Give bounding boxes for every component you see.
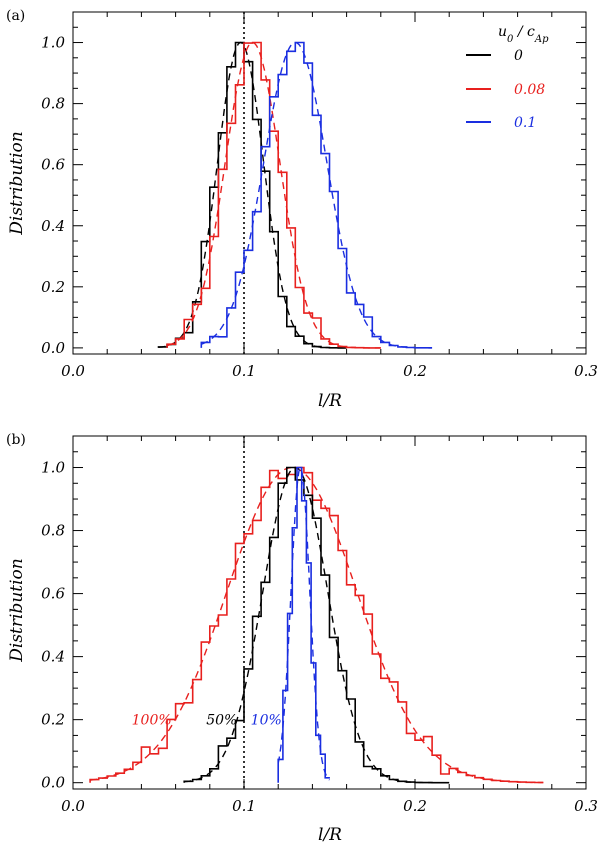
x-tick-label: 0.2 — [403, 362, 427, 380]
legend-label-2: 0.1 — [514, 115, 536, 131]
annotation-label: 10% — [251, 713, 282, 729]
panel-b-y-axis-title: Distribution — [7, 558, 27, 662]
panel-a-y-axis-title: Distribution — [7, 131, 27, 235]
panel-a-ticks: 0.0 0.1 0.2 0.3 0.0 0.2 0.4 0.6 0.8 1.0 — [41, 12, 598, 380]
panel-a-frame — [72, 11, 587, 355]
gaussian-fit-100% — [90, 466, 544, 784]
panel-b-frame — [72, 435, 587, 790]
panel-b-x-axis-title: l/R — [318, 825, 342, 845]
legend: u0 / cAp 0 0.08 0.1 — [466, 24, 549, 131]
histogram-10% — [277, 466, 330, 783]
y-tick-label: 0.8 — [41, 95, 65, 113]
gaussian-fit-0 — [158, 41, 347, 349]
panel-a: (a) 0.0 0.1 0.2 0.3 0.0 0.2 0.4 0.6 0.8 1.0 Distr… — [6, 8, 598, 411]
x-tick-label: 0.3 — [574, 797, 598, 815]
panel-a-label: (a) — [6, 8, 25, 24]
y-tick-label: 0.4 — [41, 217, 65, 235]
y-tick-label: 0.8 — [41, 522, 65, 540]
annotation-label: 100% — [132, 713, 172, 729]
panel-b-ticks: 0.0 0.1 0.2 0.3 0.0 0.2 0.4 0.6 0.8 1.0 — [41, 436, 598, 815]
panel-b-annotations: 100% 50% 10% — [132, 713, 282, 729]
x-tick-label: 0.1 — [232, 797, 256, 815]
panel-a-x-axis-title: l/R — [318, 391, 342, 411]
x-tick-label: 0.0 — [61, 797, 85, 815]
y-tick-label: 1.0 — [41, 459, 65, 477]
y-tick-label: 0.2 — [41, 278, 65, 296]
annotation-label: 50% — [206, 713, 237, 729]
y-tick-label: 0.2 — [41, 711, 65, 729]
legend-title: u0 / cAp — [498, 24, 549, 45]
legend-label-1: 0.08 — [514, 82, 545, 98]
x-tick-label: 0.3 — [574, 362, 598, 380]
y-tick-label: 0.0 — [41, 774, 65, 792]
y-tick-label: 0.4 — [41, 648, 65, 666]
x-tick-label: 0.0 — [61, 362, 85, 380]
legend-label-0: 0 — [514, 48, 523, 64]
y-tick-label: 0.6 — [41, 156, 65, 174]
panel-b-series — [89, 466, 544, 784]
gaussian-fit-0.1 — [201, 41, 433, 349]
panel-a-series — [157, 41, 433, 349]
gaussian-fit-10% — [277, 466, 330, 781]
x-tick-label: 0.1 — [232, 362, 256, 380]
histogram-0.1 — [200, 41, 433, 349]
gaussian-fit-0.08 — [166, 41, 381, 349]
histogram-0 — [157, 41, 347, 349]
gaussian-fit-50% — [184, 466, 450, 784]
y-tick-label: 0.0 — [41, 339, 65, 357]
y-tick-label: 0.6 — [41, 585, 65, 603]
panel-b: (b) 0.0 0.1 0.2 0.3 0.0 0.2 0.4 0.6 0.8 1.0 100% 5… — [6, 432, 598, 845]
x-tick-label: 0.2 — [403, 797, 427, 815]
panel-b-label: (b) — [6, 432, 26, 448]
y-tick-label: 1.0 — [41, 34, 65, 52]
